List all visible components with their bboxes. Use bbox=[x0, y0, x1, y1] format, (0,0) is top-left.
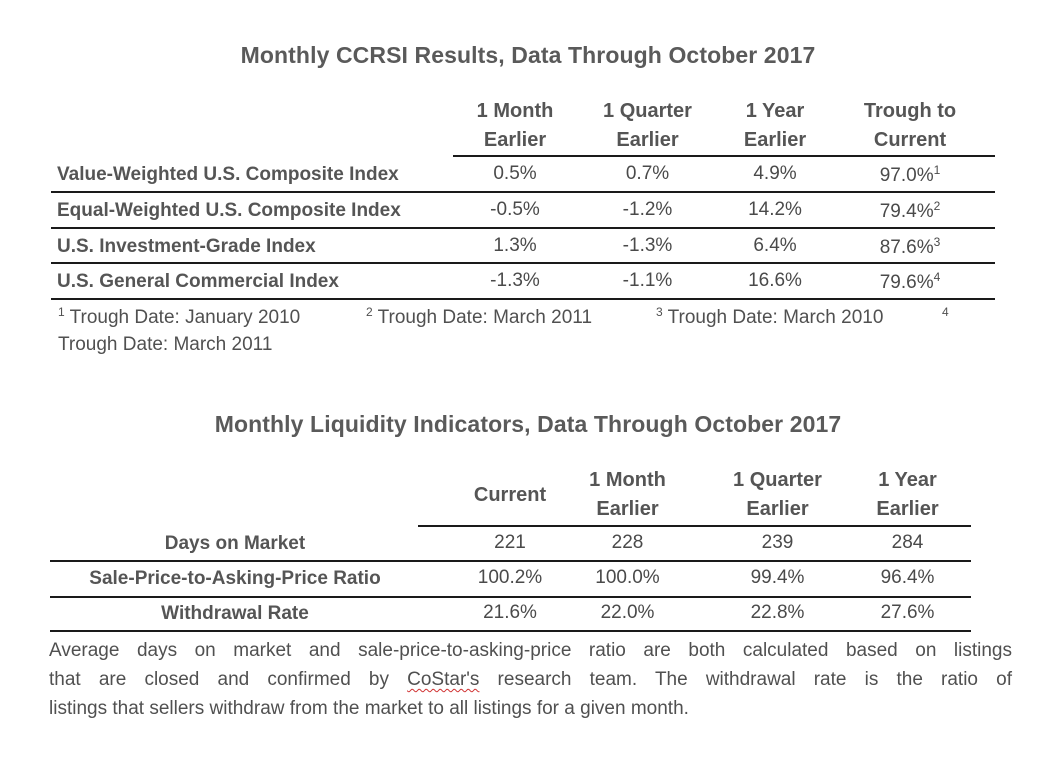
liquidity-row-label: Withdrawal Rate bbox=[161, 603, 309, 624]
liquidity-cell: 22.0% bbox=[600, 602, 655, 623]
liquidity-cell: 221 bbox=[494, 532, 526, 553]
liquidity-cell: 27.6% bbox=[880, 602, 935, 623]
liquidity-col-header-2: 1 Month Earlier bbox=[565, 466, 690, 524]
ccrsi-cell-trough: 87.6%3 bbox=[850, 235, 970, 259]
ccrsi-cell: 0.7% bbox=[625, 163, 670, 184]
ccrsi-row-label: Equal-Weighted U.S. Composite Index bbox=[57, 200, 401, 221]
footnote-text: Trough Date: March 2011 bbox=[372, 307, 593, 328]
ccrsi-footnote-4-num: 4 bbox=[942, 305, 949, 329]
ccrsi-row-label: U.S. General Commercial Index bbox=[57, 271, 339, 292]
ccrsi-cell-value: 87.6% bbox=[879, 237, 934, 258]
ccrsi-cell: -1.1% bbox=[622, 270, 673, 291]
description-line-2-end: research team. The withdrawal rate is th… bbox=[479, 669, 1012, 690]
ccrsi-col-header-4-line2: Current bbox=[873, 129, 947, 151]
ccrsi-cell: -1.2% bbox=[622, 199, 673, 220]
ccrsi-cell-trough: 79.6%4 bbox=[850, 270, 970, 294]
ccrsi-title: Monthly CCRSI Results, Data Through Octo… bbox=[240, 42, 816, 68]
ccrsi-cell: 4.9% bbox=[753, 163, 797, 184]
description-line-2: that are closed and confirmed by CoStar'… bbox=[49, 665, 1012, 694]
footnote-num: 1 bbox=[58, 305, 65, 319]
ccrsi-col-header-3-line2: Earlier bbox=[743, 129, 807, 151]
liquidity-row-label: Sale-Price-to-Asking-Price Ratio bbox=[89, 568, 381, 589]
ccrsi-cell: -0.5% bbox=[490, 199, 540, 220]
liquidity-col-header-4: 1 Year Earlier bbox=[850, 466, 965, 524]
liquidity-col-header-4-line1: 1 Year bbox=[878, 469, 937, 491]
liquidity-col-header-2-line2: Earlier bbox=[596, 498, 659, 520]
liquidity-cell: 239 bbox=[761, 532, 794, 553]
ccrsi-row-rule bbox=[51, 191, 995, 193]
liquidity-cell: 22.8% bbox=[750, 602, 805, 623]
ccrsi-cell: 0.5% bbox=[493, 163, 537, 184]
ccrsi-footnote-4-text: Trough Date: March 2011 bbox=[58, 334, 273, 355]
footnote-num: 4 bbox=[942, 305, 949, 319]
ccrsi-row-label: U.S. Investment-Grade Index bbox=[57, 236, 316, 257]
liquidity-cell: 21.6% bbox=[483, 602, 537, 623]
ccrsi-cell: 1.3% bbox=[493, 235, 537, 256]
ccrsi-cell: -1.3% bbox=[490, 270, 540, 291]
footnote-ref: 2 bbox=[933, 199, 941, 213]
ccrsi-col-header-2-line2: Earlier bbox=[616, 129, 679, 151]
ccrsi-footnote-3: 3 Trough Date: March 2010 bbox=[656, 305, 883, 329]
ccrsi-cell-value: 97.0% bbox=[879, 165, 934, 186]
liquidity-cell: 100.2% bbox=[477, 567, 543, 588]
footnote-ref: 3 bbox=[933, 235, 941, 249]
ccrsi-row-rule bbox=[51, 262, 995, 264]
ccrsi-cell-value: 79.6% bbox=[879, 272, 934, 293]
footnote-ref: 1 bbox=[933, 163, 941, 177]
ccrsi-cell: -1.3% bbox=[622, 235, 673, 256]
liquidity-row-label: Days on Market bbox=[164, 533, 306, 554]
liquidity-col-header-3: 1 Quarter Earlier bbox=[705, 466, 850, 524]
ccrsi-footnote-1: 1 Trough Date: January 2010 bbox=[58, 305, 300, 329]
ccrsi-col-header-4-line1: Trough to bbox=[863, 100, 957, 122]
description-line-1: Average days on market and sale-price-to… bbox=[49, 640, 1012, 661]
liquidity-cell: 96.4% bbox=[880, 567, 935, 588]
ccrsi-cell-trough: 97.0%1 bbox=[850, 163, 970, 187]
ccrsi-cell: 14.2% bbox=[748, 199, 802, 220]
ccrsi-cell-value: 79.4% bbox=[879, 201, 934, 222]
ccrsi-bottom-rule bbox=[51, 298, 995, 300]
costar-word: CoStar's bbox=[407, 669, 480, 690]
ccrsi-col-header-1-line2: Earlier bbox=[483, 129, 547, 151]
liquidity-col-header-3-line2: Earlier bbox=[746, 498, 809, 520]
liquidity-col-header-1: Current bbox=[420, 481, 600, 510]
ccrsi-col-header-2-line1: 1 Quarter bbox=[603, 100, 692, 122]
footnote-ref: 4 bbox=[933, 270, 941, 284]
footnote-text: Trough Date: March 2010 bbox=[662, 307, 884, 328]
liquidity-row-rule bbox=[50, 596, 971, 598]
footnote-num: 3 bbox=[656, 305, 663, 319]
ccrsi-row-rule bbox=[51, 227, 995, 229]
ccrsi-cell: 6.4% bbox=[753, 235, 797, 256]
liquidity-col-header-1-line1: Current bbox=[473, 484, 547, 506]
liquidity-description: Average days on market and sale-price-to… bbox=[49, 636, 1012, 723]
footnote-num: 2 bbox=[366, 305, 373, 319]
liquidity-bottom-rule bbox=[50, 630, 971, 632]
liquidity-col-header-4-line2: Earlier bbox=[876, 498, 939, 520]
ccrsi-col-header-1-line1: 1 Month bbox=[476, 100, 554, 122]
liquidity-row-rule bbox=[50, 560, 971, 562]
liquidity-cell: 228 bbox=[611, 532, 644, 553]
liquidity-col-header-3-line1: 1 Quarter bbox=[733, 469, 822, 491]
liquidity-title: Monthly Liquidity Indicators, Data Throu… bbox=[214, 411, 842, 437]
ccrsi-col-header-2: 1 Quarter Earlier bbox=[580, 97, 715, 155]
ccrsi-col-header-3-line1: 1 Year bbox=[745, 100, 805, 122]
ccrsi-col-header-3: 1 Year Earlier bbox=[715, 97, 835, 155]
footnote-text: Trough Date: January 2010 bbox=[64, 307, 301, 328]
ccrsi-cell-trough: 79.4%2 bbox=[850, 199, 970, 223]
ccrsi-cell: 16.6% bbox=[748, 270, 802, 291]
liquidity-cell: 99.4% bbox=[750, 567, 805, 588]
ccrsi-col-header-1: 1 Month Earlier bbox=[455, 97, 575, 155]
ccrsi-row-label: Value-Weighted U.S. Composite Index bbox=[57, 164, 399, 185]
description-line-2-start: that are closed and confirmed by bbox=[49, 669, 408, 690]
liquidity-col-header-2-line1: 1 Month bbox=[589, 469, 666, 491]
liquidity-cell: 100.0% bbox=[595, 567, 660, 588]
liquidity-header-rule bbox=[418, 525, 971, 527]
ccrsi-footnote-2: 2 Trough Date: March 2011 bbox=[366, 305, 592, 329]
liquidity-cell: 284 bbox=[891, 532, 924, 553]
ccrsi-header-rule bbox=[453, 155, 995, 157]
ccrsi-col-header-4: Trough to Current bbox=[850, 97, 970, 155]
description-line-3: listings that sellers withdraw from the … bbox=[49, 698, 689, 719]
